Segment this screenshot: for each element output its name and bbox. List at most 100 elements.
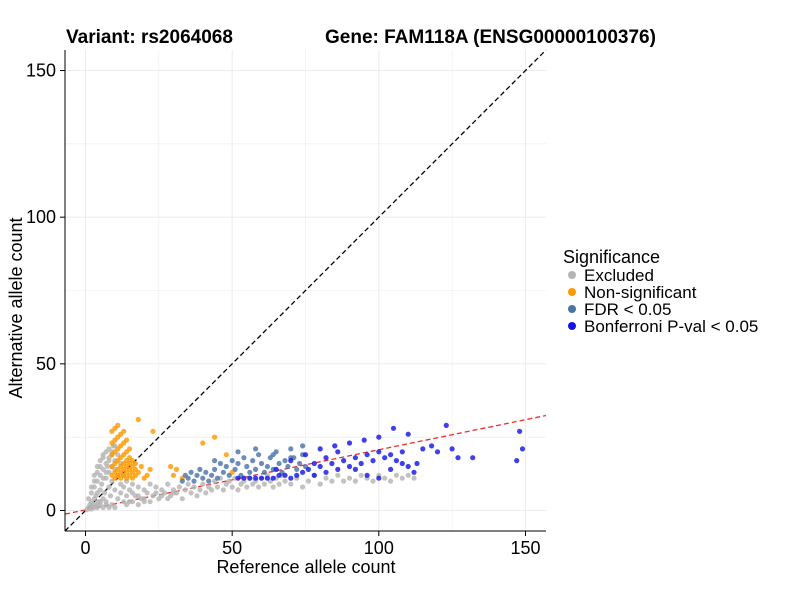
data-point	[364, 452, 370, 458]
data-point	[253, 466, 259, 472]
data-point	[276, 472, 282, 478]
data-point	[329, 478, 335, 484]
data-point	[405, 431, 411, 437]
data-point	[212, 466, 218, 472]
data-point	[256, 484, 262, 490]
data-point	[217, 460, 223, 467]
data-point	[352, 466, 358, 472]
data-point	[200, 440, 206, 446]
data-point	[346, 463, 353, 470]
data-point	[346, 440, 353, 446]
data-point	[150, 428, 156, 434]
data-point	[317, 446, 323, 452]
data-point	[147, 499, 153, 505]
data-point	[209, 472, 215, 478]
legend-label-non-significant: Non-significant	[584, 283, 697, 302]
data-point	[197, 466, 203, 472]
data-point	[288, 458, 294, 464]
data-point	[88, 490, 94, 496]
data-point	[209, 487, 215, 493]
data-point	[434, 449, 441, 455]
legend-entry-fdr: FDR < 0.05	[568, 300, 671, 319]
data-point	[223, 463, 229, 470]
data-point	[153, 490, 159, 496]
data-point	[212, 434, 218, 440]
data-point	[393, 458, 399, 464]
data-point	[270, 452, 276, 458]
data-point	[302, 452, 309, 458]
data-point	[335, 466, 341, 472]
data-point	[361, 437, 367, 443]
data-point	[126, 446, 133, 452]
data-point	[147, 466, 153, 472]
data-point	[270, 484, 276, 490]
legend-swatch-fdr	[568, 305, 576, 313]
x-tick-label: 100	[364, 538, 394, 558]
data-point	[247, 475, 253, 481]
data-point	[191, 478, 197, 484]
data-point	[115, 496, 121, 502]
data-point	[250, 458, 256, 464]
data-point	[103, 460, 109, 467]
y-tick-label: 50	[36, 354, 56, 374]
data-point	[159, 493, 165, 499]
data-point	[411, 469, 417, 475]
data-point	[235, 475, 241, 481]
data-point	[188, 490, 194, 496]
data-point	[165, 496, 171, 502]
data-point	[124, 493, 130, 499]
data-point	[517, 428, 523, 434]
data-point	[247, 469, 253, 475]
data-point	[135, 416, 141, 423]
data-point	[276, 481, 282, 487]
data-point	[132, 460, 138, 467]
series-non-significant	[109, 416, 235, 481]
reference-line-identity	[64, 49, 547, 532]
data-point	[106, 484, 112, 490]
data-point	[335, 449, 341, 455]
series-bonferroni-p-val-0-05	[235, 422, 526, 481]
legend-entry-non-significant: Non-significant	[568, 283, 697, 302]
data-point	[443, 422, 449, 428]
x-tick-label: 50	[222, 538, 242, 558]
data-point	[399, 475, 405, 481]
data-point	[282, 458, 288, 464]
legend-swatch-non-significant	[568, 288, 576, 296]
data-point	[191, 484, 197, 490]
data-point	[261, 469, 267, 475]
data-point	[194, 472, 200, 478]
data-point	[214, 484, 221, 490]
data-point	[188, 469, 194, 475]
data-point	[332, 443, 338, 449]
data-point	[300, 484, 306, 490]
data-point	[317, 481, 323, 487]
data-point	[288, 481, 294, 487]
data-point	[399, 460, 405, 467]
data-point	[311, 472, 317, 478]
data-point	[135, 502, 141, 508]
data-point	[256, 452, 262, 458]
grid-lines	[65, 50, 546, 531]
data-point	[118, 490, 124, 496]
data-point	[294, 466, 300, 472]
legend-label-bonferroni: Bonferroni P-val < 0.05	[584, 317, 758, 336]
data-point	[212, 458, 218, 464]
data-point	[85, 496, 92, 502]
axes: 0 50 100 150 0 50 100 150	[26, 50, 546, 558]
data-point	[99, 481, 105, 487]
data-point	[121, 428, 127, 434]
data-point	[393, 472, 399, 478]
data-point	[414, 460, 420, 467]
data-point	[244, 463, 250, 470]
data-point	[200, 475, 206, 481]
data-point	[241, 475, 247, 481]
data-points	[84, 416, 526, 513]
data-point	[112, 504, 118, 511]
data-point	[115, 422, 121, 428]
data-point	[194, 493, 200, 499]
data-point	[276, 460, 282, 467]
data-point	[305, 466, 311, 472]
data-point	[179, 496, 185, 502]
data-point	[376, 434, 382, 440]
